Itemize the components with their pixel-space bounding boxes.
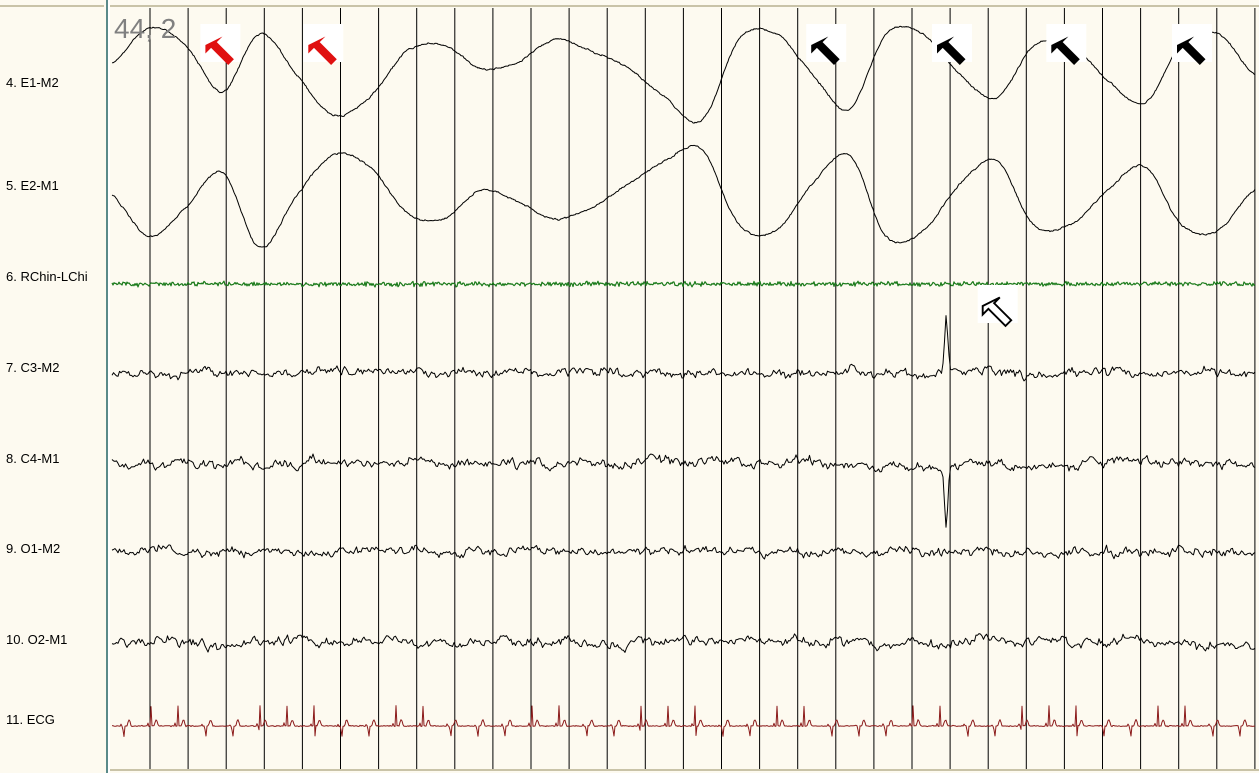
trace-11-ecg — [111, 705, 1256, 737]
trace-7-c3-m2 — [111, 315, 1256, 382]
black-arrow-5 — [1172, 24, 1212, 65]
channel-label-o2-m1: 10. O2-M1 — [6, 632, 68, 647]
channel-label-c4-m1: 8. C4-M1 — [6, 451, 60, 466]
channel-label-chin: 6. RChin-LChi — [6, 269, 88, 284]
traces — [111, 25, 1256, 737]
black-arrow-2 — [806, 24, 847, 65]
channel-label-e1-m2: 4. E1-M2 — [6, 75, 59, 90]
channel-label-o1-m2: 9. O1-M2 — [6, 541, 61, 556]
red-arrow-1 — [303, 24, 344, 65]
plot-background — [110, 0, 1259, 773]
channel-label-e2-m1: 5. E2-M1 — [6, 178, 59, 193]
trace-9-o1-m2 — [111, 544, 1256, 560]
trace-6-rchin-lchi — [111, 280, 1256, 288]
time-label: 44, 2 — [114, 13, 176, 44]
red-arrow-0 — [200, 24, 241, 65]
channel-label-c3-m2: 7. C3-M2 — [6, 360, 60, 375]
trace-5-e2-m1 — [111, 144, 1256, 248]
trace-8-c4-m1 — [111, 453, 1256, 528]
channel-label-panel: 4. E1-M2 5. E2-M1 6. RChin-LChi 7. C3-M2… — [0, 0, 108, 773]
channel-label-ecg: 11. ECG — [6, 712, 55, 727]
trace-10-o2-m1 — [111, 633, 1256, 653]
black-arrow-4 — [1046, 24, 1087, 65]
outline-arrow-6 — [977, 285, 1018, 328]
annotation-arrows — [200, 24, 1212, 328]
panel-top-border — [0, 5, 104, 7]
black-arrow-3 — [932, 24, 972, 65]
